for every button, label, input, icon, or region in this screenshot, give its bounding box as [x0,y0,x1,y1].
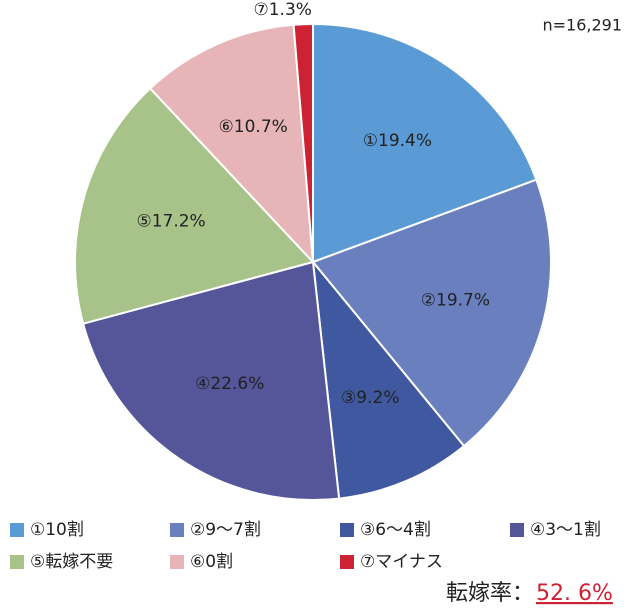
legend-swatch [170,523,184,537]
legend-swatch [510,523,524,537]
legend-swatch [170,555,184,569]
legend-swatch [340,523,354,537]
sample-size: n=16,291 [542,16,622,35]
pie-slice [81,260,341,501]
slice-label: ③9.2% [341,388,399,408]
pass-through-rate: 52. 6% [536,581,613,606]
slice-label: ⑦1.3% [254,0,312,20]
pie-slice [292,22,314,263]
slice-label: ⑤17.2% [136,212,205,232]
legend-label: ⑤転嫁不要 [30,552,113,572]
legend-label: ②9～7割 [190,520,261,540]
legend-label: ⑥0割 [190,552,233,572]
pie-slice [312,22,538,264]
legend-label: ④3～1割 [530,520,601,540]
legend-label: ⑦マイナス [360,552,443,572]
pass-through-label: 転嫁率： [446,581,534,606]
pie-slice [74,86,315,325]
legend-label: ③6～4割 [360,520,431,540]
legend-label: ①10割 [30,520,84,540]
slice-label: ④22.6% [195,374,264,394]
slice-label: ①19.4% [363,131,432,151]
pie-slice [311,258,466,500]
legend-swatch [10,555,24,569]
slice-label: ②19.7% [421,291,490,311]
pie-slice [311,178,552,448]
pie-slice [148,23,315,265]
slice-label: ⑥10.7% [219,117,288,137]
legend-swatch [340,555,354,569]
legend-swatch [10,523,24,537]
